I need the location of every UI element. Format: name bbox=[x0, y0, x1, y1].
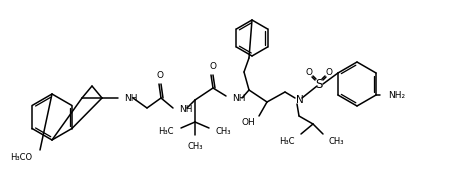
Text: N: N bbox=[295, 95, 303, 105]
Text: O: O bbox=[209, 62, 216, 71]
Text: CH₃: CH₃ bbox=[187, 142, 202, 151]
Text: O: O bbox=[325, 67, 332, 77]
Text: CH₃: CH₃ bbox=[328, 137, 344, 146]
Text: O: O bbox=[156, 71, 163, 80]
Text: O: O bbox=[305, 67, 312, 77]
Text: CH₃: CH₃ bbox=[216, 128, 231, 137]
Text: NH: NH bbox=[232, 94, 245, 103]
Text: S: S bbox=[314, 78, 322, 91]
Text: NH: NH bbox=[124, 94, 137, 103]
Text: H₃CO: H₃CO bbox=[10, 154, 32, 163]
Text: OH: OH bbox=[241, 117, 254, 126]
Text: H₃C: H₃C bbox=[158, 128, 174, 137]
Text: NH₂: NH₂ bbox=[387, 91, 404, 100]
Text: NH: NH bbox=[179, 104, 192, 113]
Text: H₃C: H₃C bbox=[279, 137, 294, 146]
